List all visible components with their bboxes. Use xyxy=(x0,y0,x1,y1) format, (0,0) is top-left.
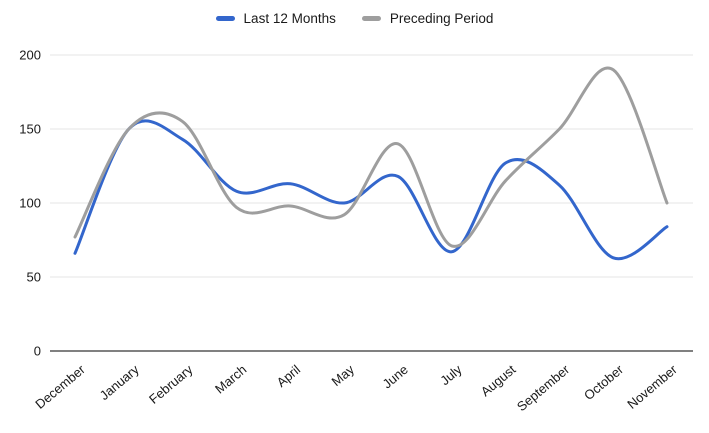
legend-swatch-preceding-period-icon xyxy=(361,15,381,21)
x-tick-label: March xyxy=(212,362,249,397)
y-tick-label: 200 xyxy=(19,48,41,63)
gridlines xyxy=(50,54,693,352)
x-tick-label: October xyxy=(581,361,627,403)
x-tick-label: June xyxy=(380,362,411,392)
x-axis-labels: December January February March April May June… xyxy=(32,361,680,414)
legend-label-preceding-period: Preceding Period xyxy=(389,10,494,26)
y-tick-label: 150 xyxy=(19,122,41,137)
x-tick-label: January xyxy=(97,361,142,403)
x-tick-label: July xyxy=(437,361,465,388)
series-line-1 xyxy=(73,66,669,248)
legend-label-last-12-months: Last 12 Months xyxy=(243,10,336,26)
series-line-0 xyxy=(73,119,669,261)
x-tick-label: November xyxy=(624,361,680,411)
series-lines xyxy=(73,66,669,261)
legend-item-preceding-period[interactable]: Preceding Period xyxy=(361,10,494,26)
x-tick-label: December xyxy=(32,361,88,411)
y-axis-labels: 200 150 100 50 0 xyxy=(19,48,41,359)
x-tick-label: August xyxy=(478,362,519,400)
x-tick-label: February xyxy=(146,361,196,406)
legend-swatch-last-12-months-icon xyxy=(215,15,235,21)
x-tick-label: April xyxy=(274,362,304,390)
y-tick-label: 0 xyxy=(34,344,41,359)
y-tick-label: 100 xyxy=(19,196,41,211)
y-tick-label: 50 xyxy=(27,270,41,285)
x-tick-label: September xyxy=(514,361,573,414)
chart-legend: Last 12 Months Preceding Period xyxy=(0,0,709,36)
legend-item-last-12-months[interactable]: Last 12 Months xyxy=(215,10,336,26)
x-tick-label: May xyxy=(329,361,358,389)
